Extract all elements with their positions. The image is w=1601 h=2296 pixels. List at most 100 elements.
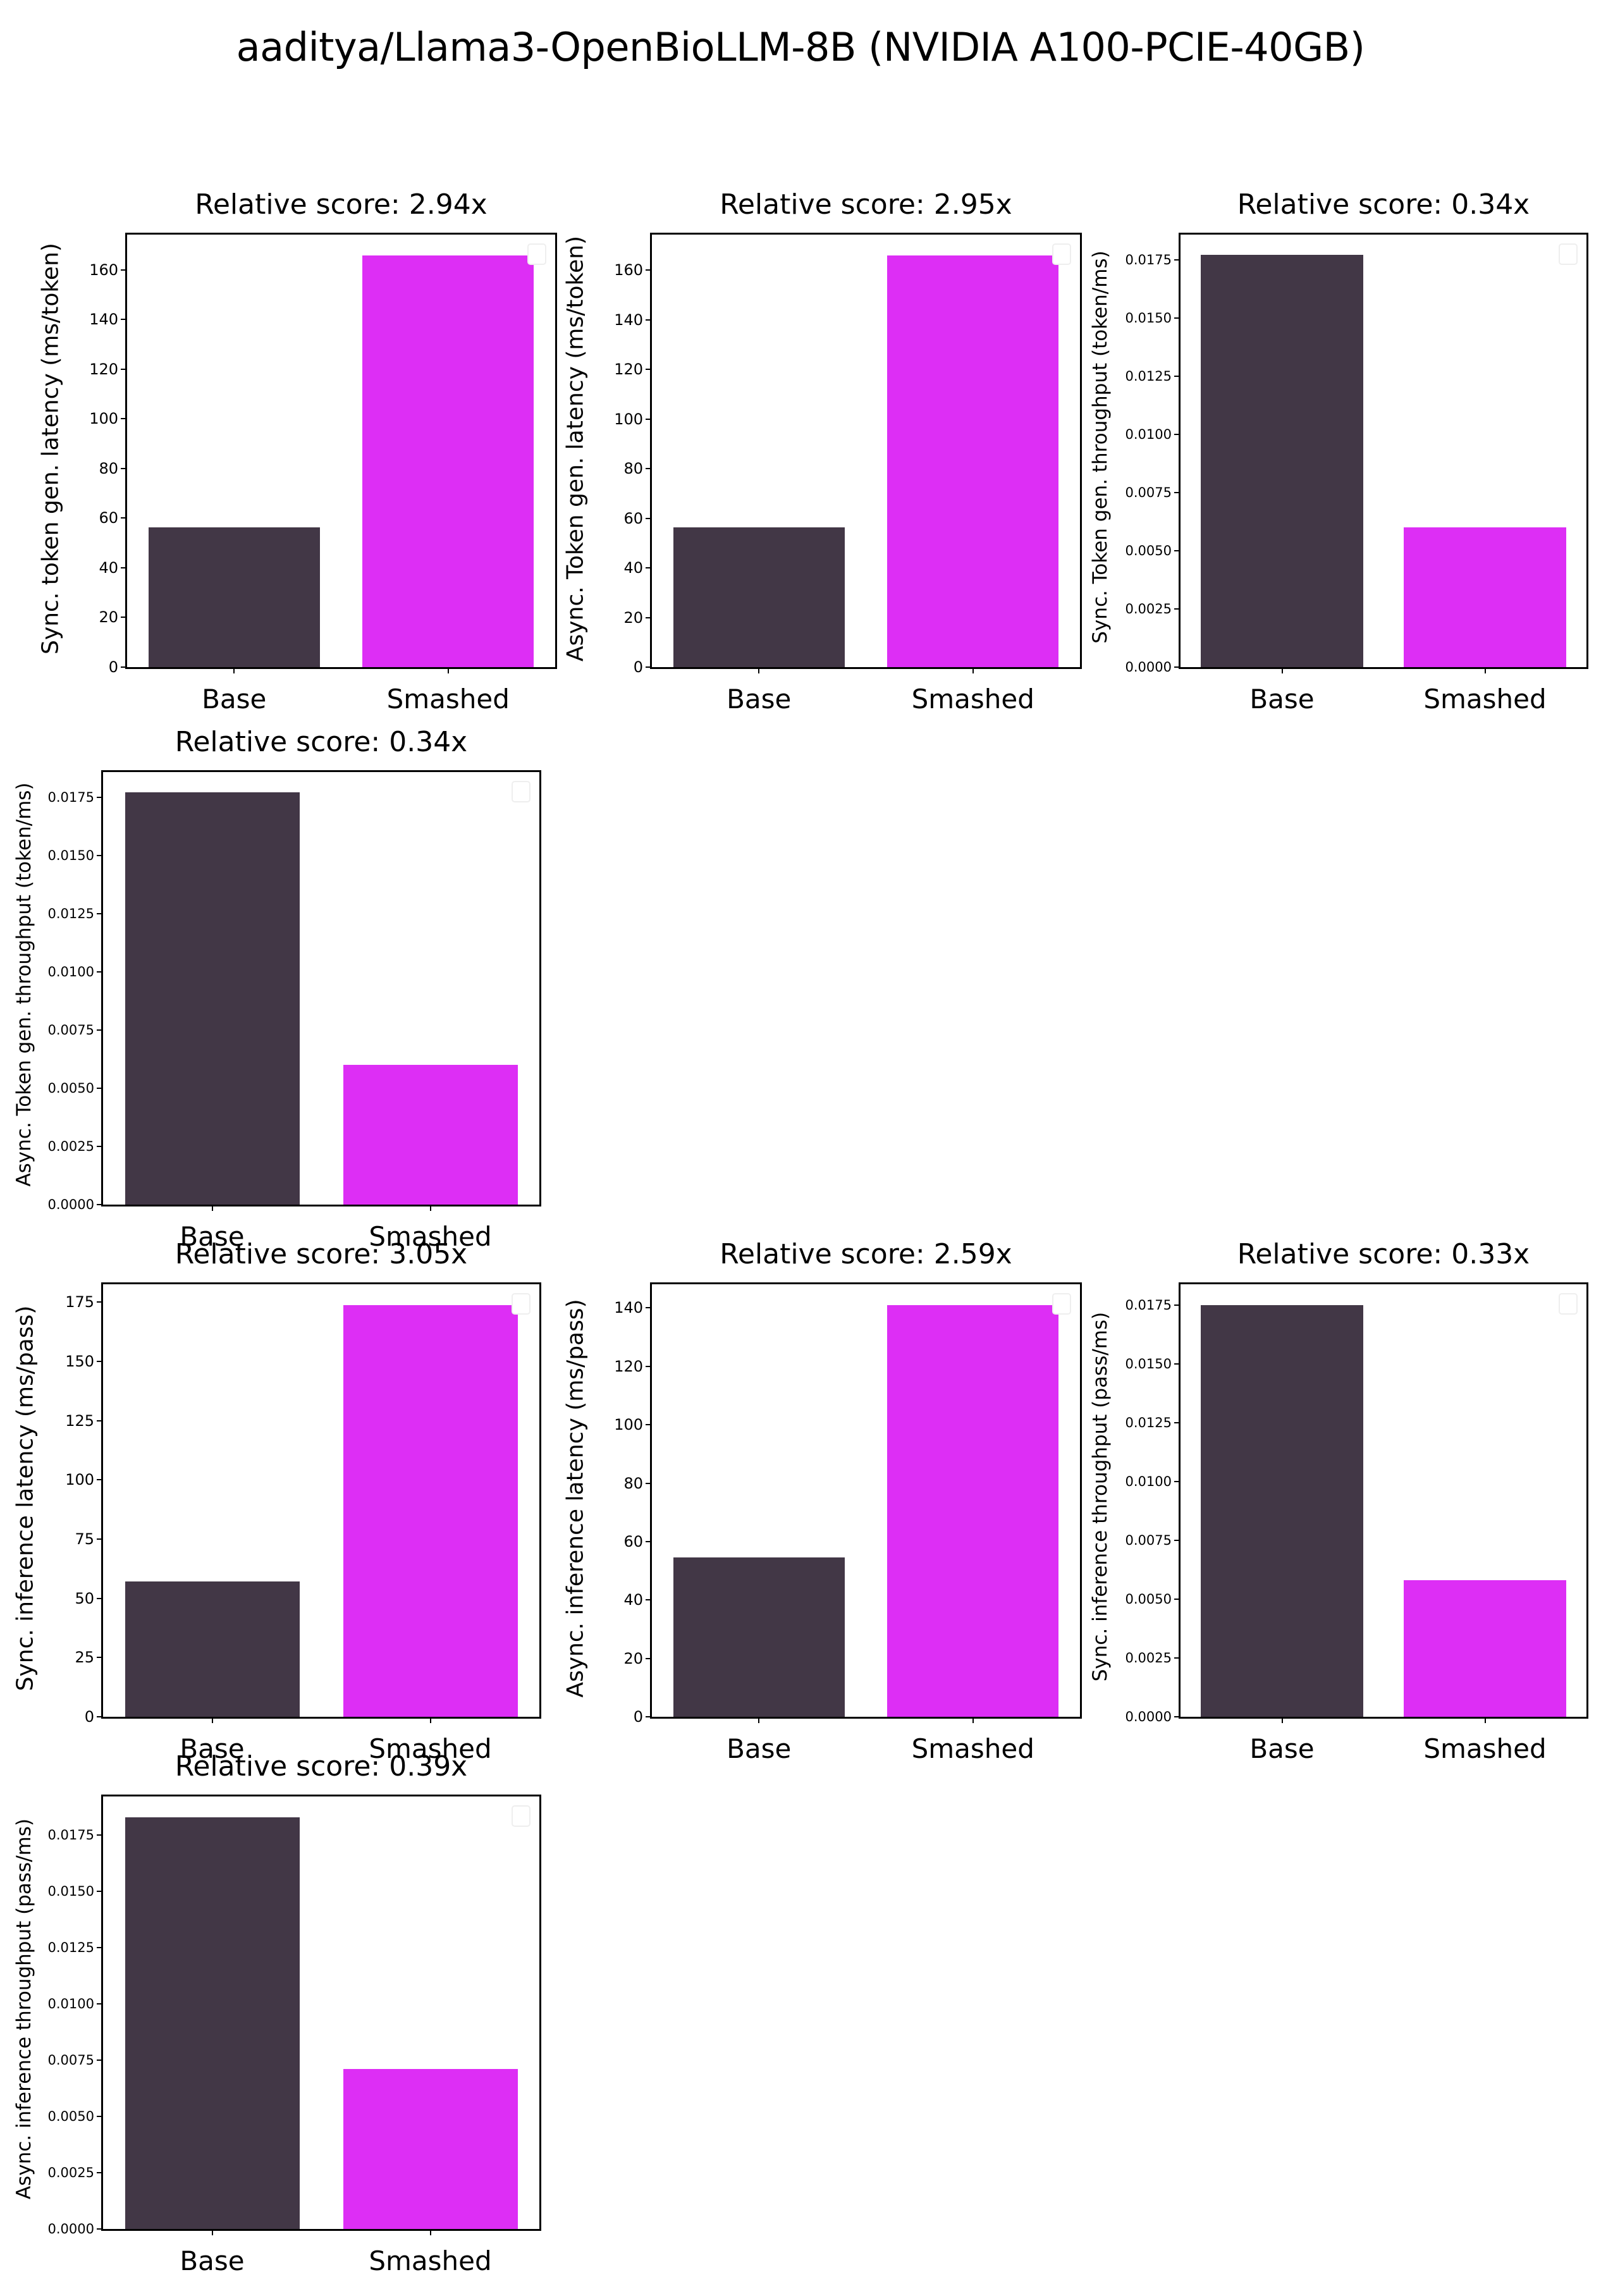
y-tick-label: 0.0025 bbox=[1126, 601, 1181, 617]
y-tick-label: 0.0175 bbox=[1126, 1298, 1181, 1313]
plot-area: 0 25 50 75 100 125 150 175 Base Smashed bbox=[65, 1284, 539, 1764]
y-tick-label: 140 bbox=[614, 1299, 652, 1317]
x-tick-mark bbox=[429, 1205, 431, 1211]
subplot-async-token-gen-latency: Relative score: 2.95x 0 20 40 60 80 100 120 140 1… bbox=[550, 171, 1082, 727]
y-axis-label: Async. Token gen. throughput (token/ms) bbox=[13, 782, 35, 1187]
x-tick-mark bbox=[1484, 1717, 1486, 1723]
x-tick-mark bbox=[1281, 1717, 1283, 1723]
y-tick-label: 0.0150 bbox=[48, 848, 103, 863]
x-tick-label-base: Base bbox=[1249, 684, 1315, 715]
plot-area: 0 20 40 60 80 100 120 140 160 Base Smashed bbox=[89, 235, 555, 715]
x-tick-label-smashed: Smashed bbox=[911, 1733, 1034, 1764]
y-tick-label: 20 bbox=[99, 608, 127, 626]
y-tick-label: 0.0150 bbox=[1126, 310, 1181, 326]
y-tick-label: 0.0175 bbox=[1126, 252, 1181, 267]
y-axis-label: Sync. inference latency (ms/pass) bbox=[12, 1305, 39, 1691]
y-tick-label: 20 bbox=[623, 609, 652, 627]
x-tick-mark bbox=[429, 1717, 431, 1723]
plot-axes: 0.0000 0.0025 0.0050 0.0075 0.0100 0.0125 0.01… bbox=[1126, 233, 1588, 715]
bar-base bbox=[125, 1581, 300, 1717]
bar-smashed bbox=[362, 255, 534, 667]
bar-base bbox=[1201, 1305, 1363, 1717]
y-tick-label: 140 bbox=[89, 310, 127, 328]
bar-smashed bbox=[343, 1305, 518, 1717]
y-tick-label: 25 bbox=[75, 1648, 103, 1666]
y-tick-label: 100 bbox=[65, 1471, 103, 1489]
x-tick-label-base: Base bbox=[727, 1733, 792, 1764]
y-tick-label: 100 bbox=[614, 1416, 652, 1433]
y-tick-label: 0 bbox=[634, 658, 652, 676]
y-tick-label: 0.0000 bbox=[48, 2221, 103, 2237]
x-tick-label-smashed: Smashed bbox=[911, 684, 1034, 715]
x-tick-mark bbox=[211, 1205, 213, 1211]
x-tick-label-base: Base bbox=[1249, 1733, 1315, 1764]
y-tick-label: 0.0025 bbox=[1126, 1650, 1181, 1666]
y-tick-label: 75 bbox=[75, 1530, 103, 1548]
plot-area: 0.0000 0.0025 0.0050 0.0075 0.0100 0.0125 0.01… bbox=[1126, 1284, 1586, 1764]
x-tick-label-base: Base bbox=[727, 684, 792, 715]
subplot-title: Relative score: 0.34x bbox=[175, 726, 468, 758]
y-tick-label: 125 bbox=[65, 1412, 103, 1430]
plot-area: 0 20 40 60 80 100 120 140 Base Smashed bbox=[614, 1284, 1080, 1764]
y-tick-label: 100 bbox=[614, 410, 652, 428]
y-tick-label: 0.0125 bbox=[48, 1940, 103, 1955]
y-tick-label: 0.0000 bbox=[1126, 1709, 1181, 1724]
subplot-sync-inference-throughput: Relative score: 0.33x 0.0000 0.0025 0.0050 0… bbox=[1075, 1220, 1588, 1777]
bar-smashed bbox=[887, 1305, 1059, 1717]
plot-axes: 0 20 40 60 80 100 120 140 Base Smashed bbox=[614, 1282, 1082, 1764]
y-tick-label: 40 bbox=[99, 559, 127, 577]
y-tick-label: 0.0050 bbox=[48, 1081, 103, 1096]
y-tick-label: 80 bbox=[623, 1475, 652, 1492]
x-tick-label-base: Base bbox=[180, 1221, 245, 1252]
y-tick-label: 0.0150 bbox=[48, 1884, 103, 1899]
plot-axes: 0 25 50 75 100 125 150 175 Base Smashed bbox=[65, 1282, 541, 1764]
y-tick-label: 0.0100 bbox=[48, 964, 103, 979]
y-tick-label: 0.0000 bbox=[1126, 660, 1181, 675]
y-tick-label: 0.0075 bbox=[48, 1022, 103, 1038]
plot-axes: 0 20 40 60 80 100 120 140 160 Base Smashed bbox=[89, 233, 557, 715]
y-tick-label: 160 bbox=[89, 261, 127, 279]
y-tick-label: 60 bbox=[623, 510, 652, 527]
y-tick-label: 80 bbox=[99, 460, 127, 477]
subplot-async-token-gen-throughput: Relative score: 0.34x 0.0000 0.0025 0.0050 0… bbox=[0, 708, 544, 1265]
x-tick-mark bbox=[972, 1717, 974, 1723]
x-tick-mark bbox=[758, 667, 760, 673]
legend-box bbox=[512, 1805, 531, 1827]
y-tick-label: 140 bbox=[614, 311, 652, 329]
y-axis-label: Async. Token gen. latency (ms/token) bbox=[562, 235, 589, 662]
bar-smashed bbox=[887, 255, 1059, 667]
y-tick-label: 50 bbox=[75, 1590, 103, 1607]
subplot-title: Relative score: 3.05x bbox=[175, 1238, 468, 1270]
y-axis-label: Sync. token gen. latency (ms/token) bbox=[37, 243, 64, 654]
y-tick-label: 0.0000 bbox=[48, 1197, 103, 1212]
y-tick-label: 60 bbox=[623, 1533, 652, 1550]
y-tick-label: 0.0125 bbox=[1126, 1415, 1181, 1430]
y-tick-label: 0.0125 bbox=[1126, 369, 1181, 384]
y-tick-label: 0 bbox=[109, 658, 127, 676]
y-tick-label: 40 bbox=[623, 559, 652, 577]
x-tick-mark bbox=[211, 1717, 213, 1723]
y-tick-label: 0.0175 bbox=[48, 1827, 103, 1843]
subplot-title: Relative score: 2.59x bbox=[720, 1238, 1012, 1270]
plot-axes: 0.0000 0.0025 0.0050 0.0075 0.0100 0.0125 0.01… bbox=[48, 1795, 541, 2276]
y-tick-label: 0.0100 bbox=[1126, 1474, 1181, 1489]
x-tick-label-smashed: Smashed bbox=[369, 2245, 492, 2276]
x-tick-mark bbox=[211, 2229, 213, 2235]
bar-smashed bbox=[1404, 1580, 1566, 1717]
x-tick-mark bbox=[429, 2229, 431, 2235]
y-axis-label: Async. inference latency (ms/pass) bbox=[562, 1299, 589, 1698]
y-tick-label: 80 bbox=[623, 460, 652, 477]
bar-smashed bbox=[343, 2069, 518, 2229]
bar-base bbox=[673, 527, 845, 667]
y-tick-label: 0 bbox=[634, 1708, 652, 1726]
legend-box bbox=[1559, 1293, 1578, 1315]
y-tick-label: 40 bbox=[623, 1591, 652, 1609]
plot-axes: 0.0000 0.0025 0.0050 0.0075 0.0100 0.0125 0.01… bbox=[48, 770, 541, 1252]
plot-area: 0.0000 0.0025 0.0050 0.0075 0.0100 0.0125 0.01… bbox=[48, 772, 539, 1252]
y-tick-label: 0.0075 bbox=[1126, 1533, 1181, 1548]
x-tick-mark bbox=[233, 667, 235, 673]
y-axis-label: Async. inference throughput (pass/ms) bbox=[13, 1818, 35, 2200]
subplot-title: Relative score: 0.33x bbox=[1237, 1238, 1530, 1270]
plot-area: 0.0000 0.0025 0.0050 0.0075 0.0100 0.0125 0.01… bbox=[1126, 235, 1586, 715]
y-tick-label: 0.0150 bbox=[1126, 1356, 1181, 1372]
